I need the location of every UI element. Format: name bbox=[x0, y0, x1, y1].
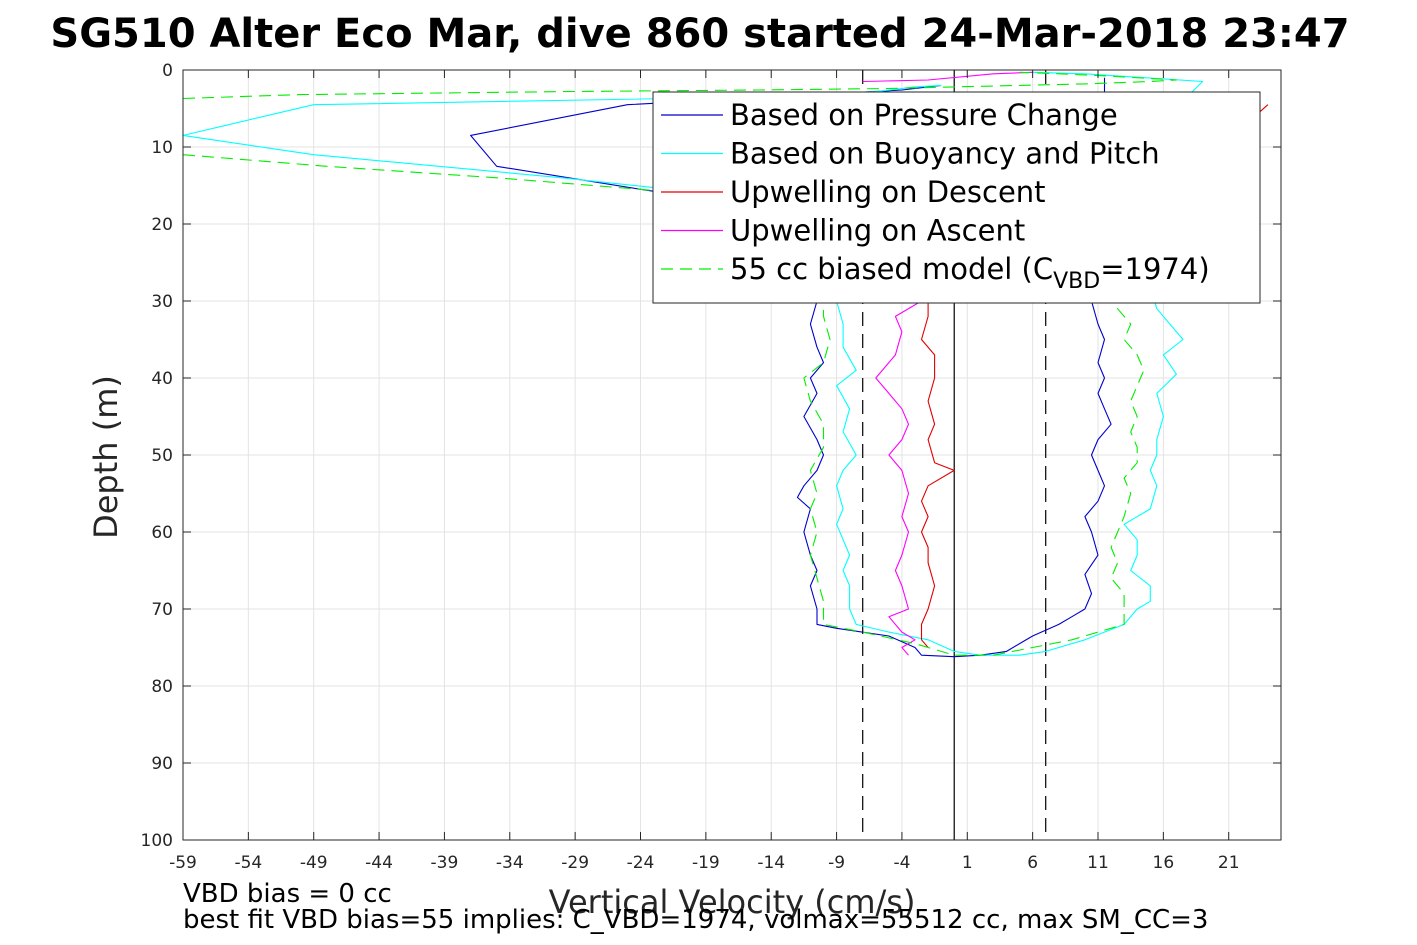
y-tick-label: 90 bbox=[151, 754, 173, 774]
y-tick-label: 0 bbox=[162, 61, 173, 81]
x-tick-label: 1 bbox=[962, 853, 973, 873]
series-line-3 bbox=[875, 300, 922, 656]
x-tick-label: -14 bbox=[757, 853, 785, 873]
x-tick-label: 11 bbox=[1087, 853, 1109, 873]
x-tick-label: -54 bbox=[234, 853, 262, 873]
y-tick-label: 60 bbox=[151, 523, 173, 543]
x-tick-label: -24 bbox=[627, 853, 655, 873]
legend: Based on Pressure Change Based on Buoyanc… bbox=[652, 91, 1261, 304]
y-tick-label: 80 bbox=[151, 677, 173, 697]
x-tick-labels: -59 -54 -49 -44 -39 -34 -29 -24 -19 -14 -9 -4 1 6 11 16… bbox=[169, 853, 1239, 873]
legend-entry: Upwelling on Descent bbox=[730, 175, 1046, 209]
y-tick-label: 50 bbox=[151, 446, 173, 466]
x-tick-label: 16 bbox=[1153, 853, 1175, 873]
x-tick-label: 6 bbox=[1027, 853, 1038, 873]
legend-entry: 55 cc biased model (CVBD=1974) bbox=[730, 252, 1210, 294]
legend-entry-main: 55 cc biased model (C bbox=[730, 252, 1053, 286]
y-tick-label: 30 bbox=[151, 292, 173, 312]
x-tick-label: -44 bbox=[365, 853, 393, 873]
footer-line-1: VBD bias = 0 cc bbox=[183, 879, 392, 909]
x-tick-label: -29 bbox=[561, 853, 589, 873]
y-tick-labels: 0 10 20 30 40 50 60 70 80 90 100 bbox=[141, 61, 173, 851]
x-tick-label: -34 bbox=[496, 853, 524, 873]
x-tick-label: 21 bbox=[1218, 853, 1240, 873]
axis-ticks bbox=[182, 69, 1281, 841]
y-tick-label: 100 bbox=[141, 831, 173, 851]
legend-entry-subscript: VBD bbox=[1053, 269, 1100, 294]
legend-entry-end: =1974) bbox=[1100, 252, 1209, 286]
series-line-2 bbox=[920, 285, 955, 648]
x-tick-label: -39 bbox=[431, 853, 459, 873]
footer-line-2: best fit VBD bias=55 implies: C_VBD=1974… bbox=[183, 905, 1208, 935]
x-tick-label: -9 bbox=[828, 853, 845, 873]
legend-box bbox=[652, 91, 1261, 304]
y-tick-label: 70 bbox=[151, 600, 173, 620]
x-tick-label: -19 bbox=[692, 853, 720, 873]
x-axis-label: Vertical Velocity (cm/s) bbox=[549, 883, 916, 921]
legend-entry: Upwelling on Ascent bbox=[730, 214, 1025, 248]
x-tick-label: -4 bbox=[893, 853, 910, 873]
x-tick-label: -49 bbox=[300, 853, 328, 873]
series-line-4 bbox=[183, 71, 1177, 100]
y-tick-label: 10 bbox=[151, 138, 173, 158]
x-tick-label: -59 bbox=[169, 853, 197, 873]
legend-entry: Based on Pressure Change bbox=[730, 98, 1118, 132]
y-tick-label: 20 bbox=[151, 215, 173, 235]
series-line-3 bbox=[862, 71, 1033, 83]
y-tick-label: 40 bbox=[151, 369, 173, 389]
y-axis-label: Depth (m) bbox=[87, 375, 125, 539]
legend-entry: Based on Buoyancy and Pitch bbox=[730, 137, 1160, 171]
chart-title: SG510 Alter Eco Mar, dive 860 started 24… bbox=[50, 11, 1349, 57]
